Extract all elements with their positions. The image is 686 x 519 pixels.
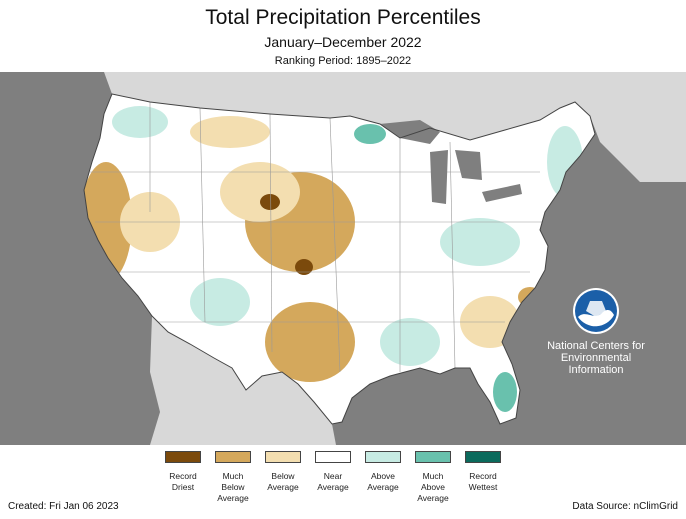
wet-region-northeast	[547, 126, 583, 198]
legend-swatch	[215, 451, 251, 463]
dry-region-north	[190, 116, 270, 148]
map-title: Total Precipitation Percentiles	[205, 6, 481, 29]
dry-region-central	[220, 162, 300, 222]
data-source: Data Source: nClimGrid	[572, 501, 678, 512]
state-boundaries	[90, 102, 545, 373]
legend-label: Above Average	[367, 471, 399, 492]
legend-item-below-average: Below Average	[258, 451, 308, 493]
legend-item-much-below-average: Much Below Average	[208, 451, 258, 504]
precipitation-map	[0, 72, 686, 445]
legend-item-record-wettest: Record Wettest	[458, 451, 508, 493]
agency-line: Environmental	[560, 352, 632, 364]
canada-land	[0, 72, 686, 182]
wet-region-southwest	[190, 278, 250, 326]
legend-swatch	[265, 451, 301, 463]
legend-label: Below Average	[267, 471, 299, 492]
agency-line: Information	[568, 364, 624, 376]
ranking-period: Ranking Period: 1895–2022	[274, 55, 412, 67]
legend-swatch	[365, 451, 401, 463]
legend-swatch	[315, 451, 351, 463]
legend-item-above-average: Above Average	[358, 451, 408, 493]
legend-label: Much Below Average	[217, 471, 249, 503]
map-svg	[0, 72, 686, 445]
legend-label: Much Above Average	[417, 471, 449, 503]
legend-label: Near Average	[317, 471, 349, 492]
wet-region-minnesota	[354, 124, 386, 144]
legend-swatch	[165, 451, 201, 463]
legend-swatch	[465, 451, 501, 463]
agency-line: National Centers for	[547, 340, 645, 352]
noaa-logo-icon	[573, 288, 619, 334]
wet-region-northwest	[112, 106, 168, 138]
legend-item-much-above-average: Much Above Average	[408, 451, 458, 504]
agency-name: National Centers for Environmental Infor…	[536, 340, 656, 376]
dry-region-nebraska	[260, 194, 280, 210]
map-subtitle: January–December 2022	[264, 34, 422, 50]
us-outline	[83, 93, 596, 425]
legend: Record Driest Much Below Average Below Avera…	[158, 451, 518, 511]
created-date: Created: Fri Jan 06 2023	[8, 501, 119, 512]
legend-swatch	[415, 451, 451, 463]
wet-region-florida	[493, 372, 517, 412]
dry-region-oklahoma	[295, 259, 313, 275]
legend-label: Record Driest	[169, 471, 197, 492]
wet-region-mississippi	[380, 318, 440, 366]
dry-region-texas	[265, 302, 355, 382]
legend-item-near-average: Near Average	[308, 451, 358, 493]
dry-region-carolina	[518, 287, 542, 307]
great-lakes	[380, 120, 522, 204]
wet-region-ohio-valley	[440, 218, 520, 266]
legend-label: Record Wettest	[468, 471, 498, 492]
legend-item-record-driest: Record Driest	[158, 451, 208, 493]
